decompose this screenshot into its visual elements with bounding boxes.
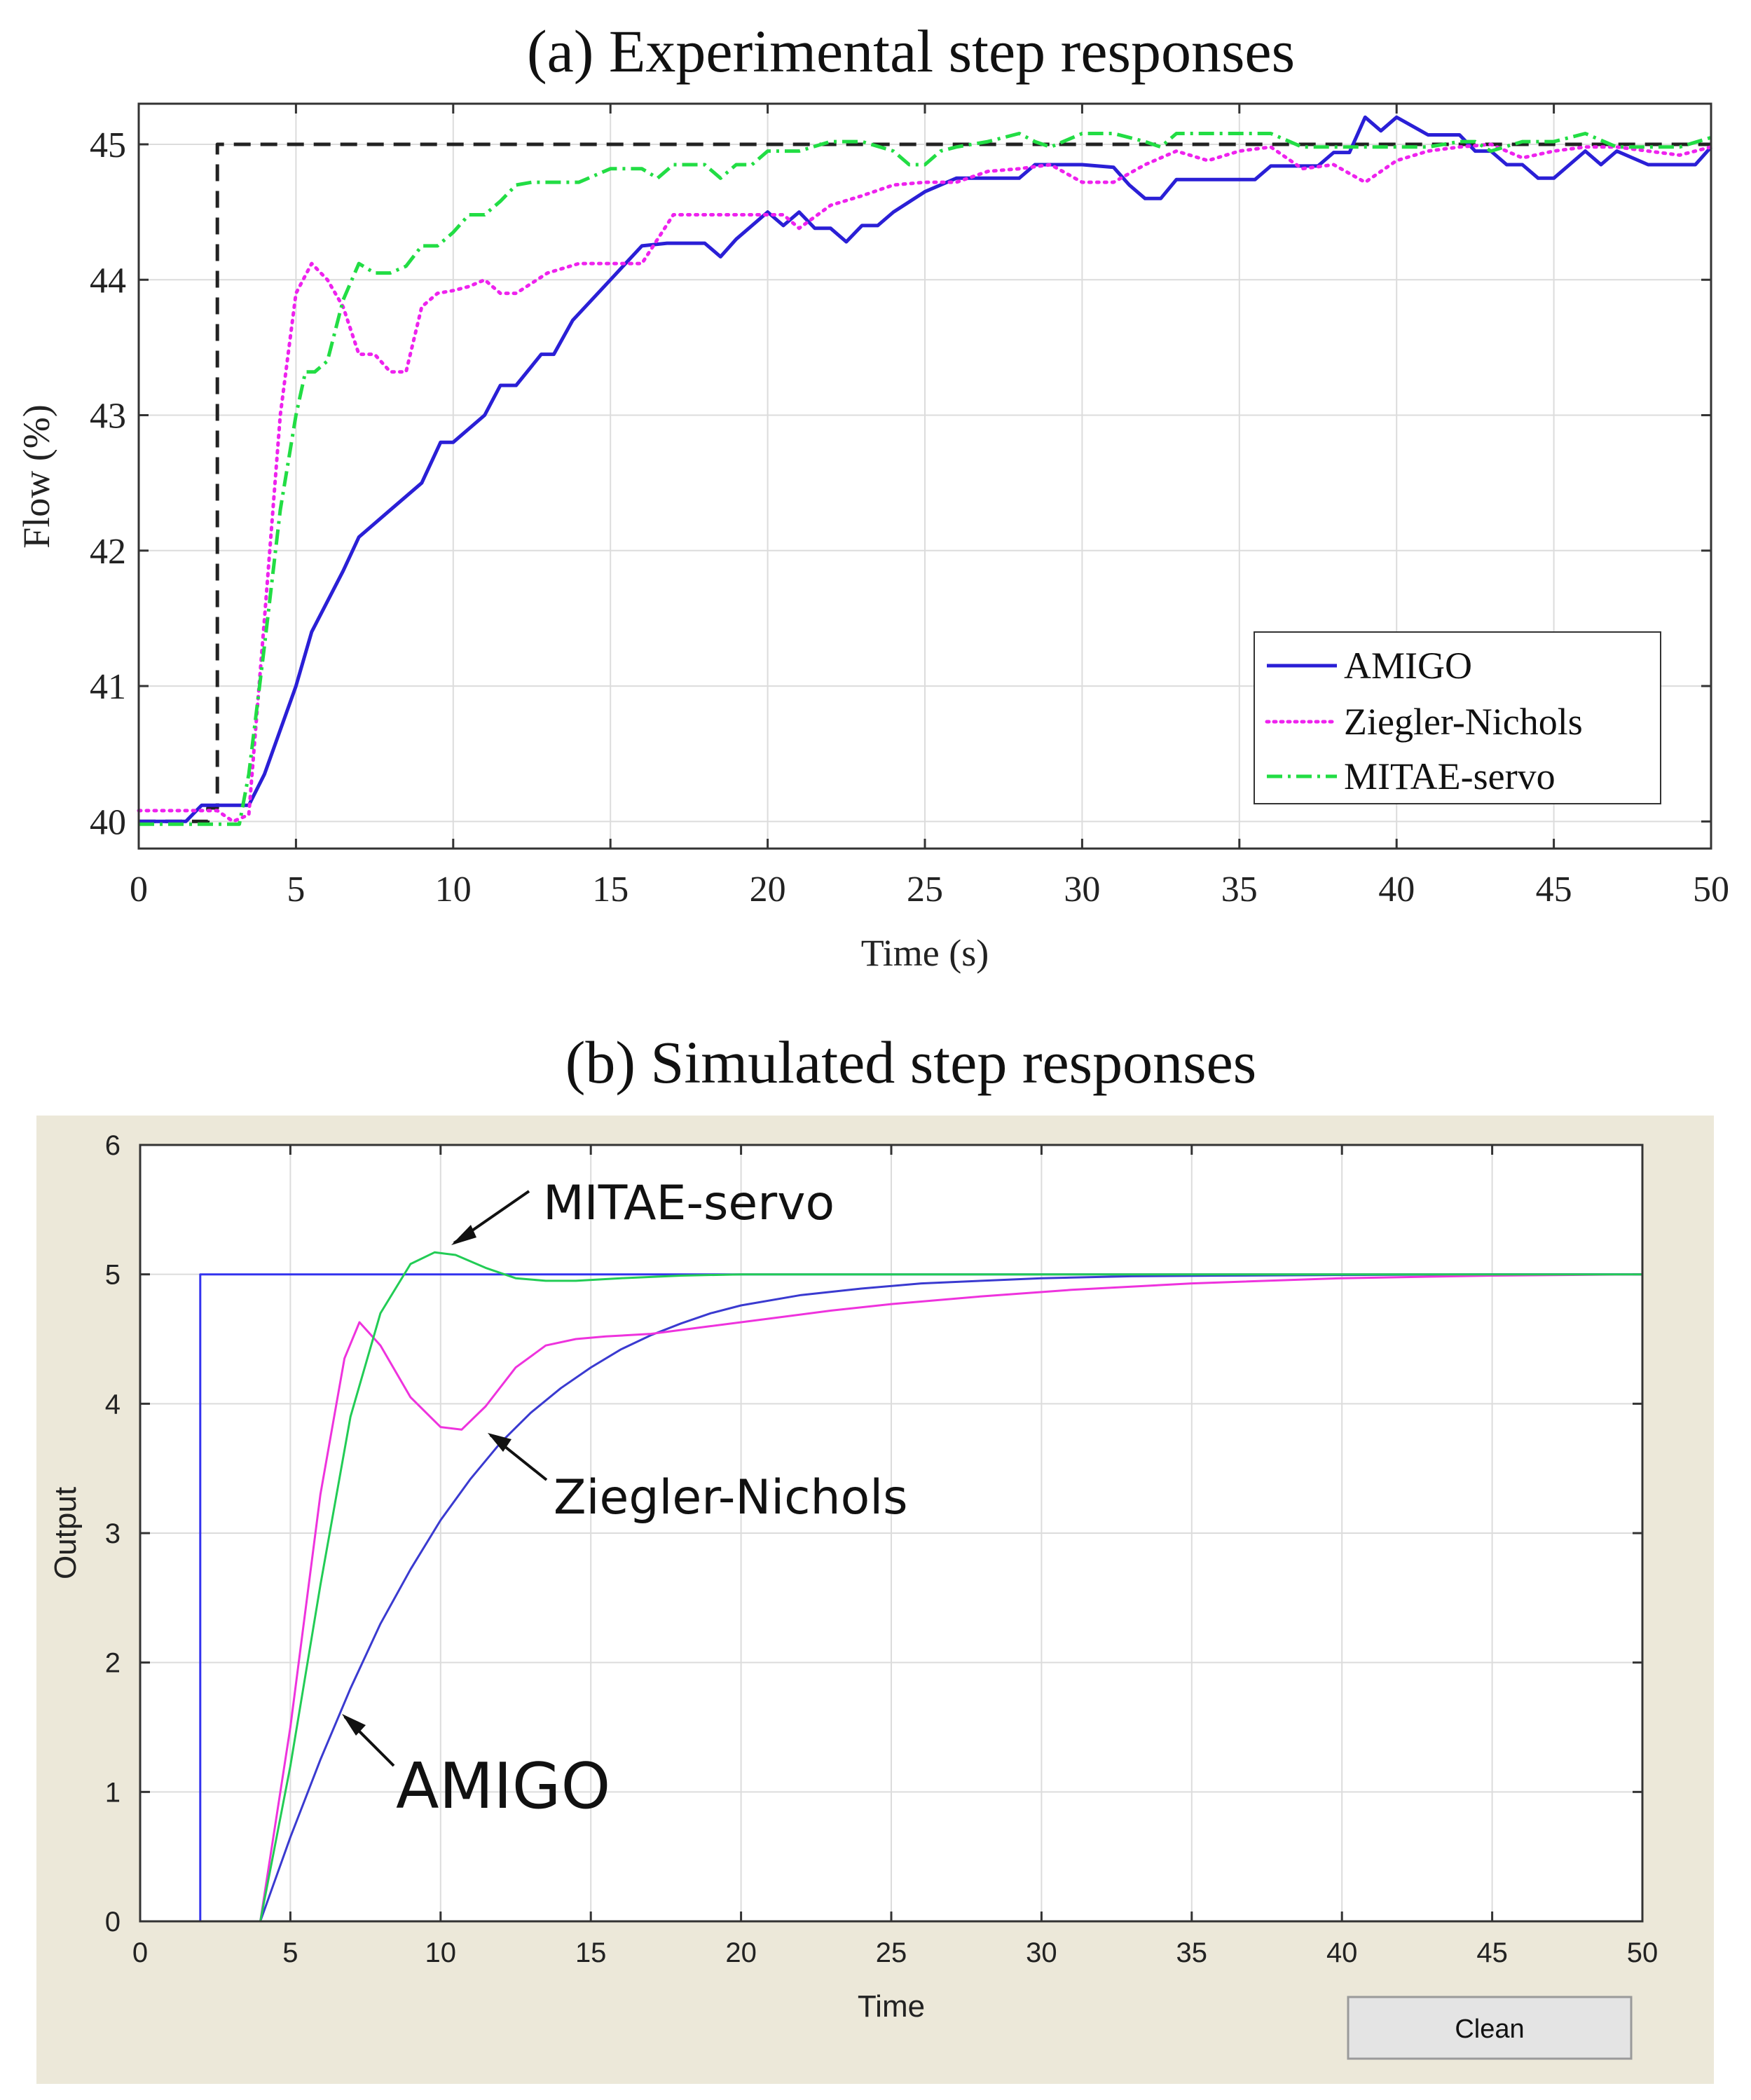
chart-a-xtick-label: 10 bbox=[435, 870, 472, 910]
chart-a-title: (a) Experimental step responses bbox=[527, 18, 1295, 85]
annotation-ziegler-nichols-label: Ziegler-Nichols bbox=[554, 1470, 908, 1525]
chart-a-ytick-label: 40 bbox=[90, 802, 126, 842]
chart-b-xlabel: Time bbox=[858, 1989, 925, 2024]
chart-a-xtick-label: 25 bbox=[907, 870, 943, 910]
chart-a-xtick-label: 50 bbox=[1693, 870, 1729, 910]
chart-a: (a) Experimental step responses 0 5 10 15 20… bbox=[15, 18, 1729, 974]
chart-b-title: (b) Simulated step responses bbox=[565, 1029, 1256, 1096]
chart-a-ytick-label: 42 bbox=[90, 532, 126, 572]
chart-b-xtick-label: 20 bbox=[725, 1937, 757, 1968]
chart-a-xtick-label: 20 bbox=[750, 870, 786, 910]
legend-label-mitae-servo: MITAE-servo bbox=[1344, 755, 1556, 797]
chart-a-ytick-label: 45 bbox=[90, 125, 126, 165]
annotation-ziegler-nichols: Ziegler-Nichols bbox=[488, 1433, 908, 1525]
annotation-amigo: AMIGO bbox=[342, 1714, 610, 1823]
chart-a-series-setpoint bbox=[139, 142, 1711, 823]
legend-label-amigo: AMIGO bbox=[1344, 645, 1472, 687]
chart-a-xlabel: Time (s) bbox=[861, 932, 989, 974]
chart-a-xtick-label: 45 bbox=[1536, 870, 1572, 910]
chart-b-xtick-label: 30 bbox=[1026, 1937, 1057, 1968]
chart-a-xtick-label: 15 bbox=[592, 870, 629, 910]
chart-a-xtick-label: 5 bbox=[287, 870, 305, 910]
chart-a-series bbox=[137, 115, 1713, 826]
chart-a-grid bbox=[138, 104, 1712, 849]
chart-a-series-ziegler-nichols bbox=[137, 142, 1713, 823]
chart-b-xtick-label: 15 bbox=[575, 1937, 607, 1968]
chart-b-series-mitae-servo bbox=[140, 1251, 1642, 1923]
chart-b-ytick-label: 3 bbox=[105, 1518, 121, 1549]
legend-label-ziegler-nichols: Ziegler-Nichols bbox=[1344, 701, 1583, 743]
chart-b-ylabel: Output bbox=[48, 1487, 83, 1579]
clean-button-label: Clean bbox=[1455, 2015, 1524, 2044]
chart-b-ytick-label: 0 bbox=[105, 1907, 121, 1937]
chart-b-series-ziegler-nichols bbox=[140, 1273, 1643, 1923]
chart-a-xtick-label: 40 bbox=[1378, 870, 1415, 910]
chart-b-ytick-label: 1 bbox=[105, 1777, 121, 1808]
chart-b-xtick-label: 45 bbox=[1476, 1937, 1508, 1968]
chart-b: (b) Simulated step responses 0 5 10 15 20 25 3… bbox=[36, 1029, 1714, 2084]
chart-a-legend: AMIGO Ziegler-Nichols MITAE-servo bbox=[1254, 631, 1661, 804]
chart-b-xtick-label: 40 bbox=[1326, 1937, 1358, 1968]
chart-b-ytick-label: 4 bbox=[105, 1389, 121, 1420]
chart-a-ytick-label: 41 bbox=[90, 667, 126, 707]
chart-b-xtick-label: 0 bbox=[132, 1937, 148, 1968]
chart-a-ylabel: Flow (%) bbox=[15, 404, 57, 548]
chart-b-xtick-label: 10 bbox=[425, 1937, 457, 1968]
chart-a-xtick-label: 35 bbox=[1221, 870, 1258, 910]
chart-b-series-amigo bbox=[140, 1273, 1642, 1923]
chart-a-ytick-label: 43 bbox=[90, 397, 126, 437]
chart-b-xtick-label: 25 bbox=[876, 1937, 907, 1968]
annotation-mitae-servo-label: MITAE-servo bbox=[543, 1176, 835, 1231]
chart-a-ticks: 0 5 10 15 20 25 30 35 40 45 50 40 41 42 43 44 45 bbox=[90, 104, 1729, 910]
chart-a-xtick-label: 0 bbox=[130, 870, 148, 910]
chart-b-ytick-label: 6 bbox=[105, 1130, 121, 1161]
annotation-mitae-servo: MITAE-servo bbox=[451, 1176, 835, 1245]
annotation-amigo-label: AMIGO bbox=[396, 1750, 610, 1823]
chart-b-xtick-label: 5 bbox=[282, 1937, 298, 1968]
chart-b-ytick-label: 2 bbox=[105, 1648, 121, 1679]
chart-a-xtick-label: 30 bbox=[1064, 870, 1100, 910]
chart-b-xtick-label: 50 bbox=[1627, 1937, 1659, 1968]
chart-b-xtick-label: 35 bbox=[1176, 1937, 1208, 1968]
clean-button[interactable]: Clean bbox=[1347, 1996, 1633, 2060]
chart-b-ytick-label: 5 bbox=[105, 1260, 121, 1291]
chart-a-ytick-label: 44 bbox=[90, 261, 126, 301]
chart-a-series-mitae-servo bbox=[139, 132, 1712, 826]
